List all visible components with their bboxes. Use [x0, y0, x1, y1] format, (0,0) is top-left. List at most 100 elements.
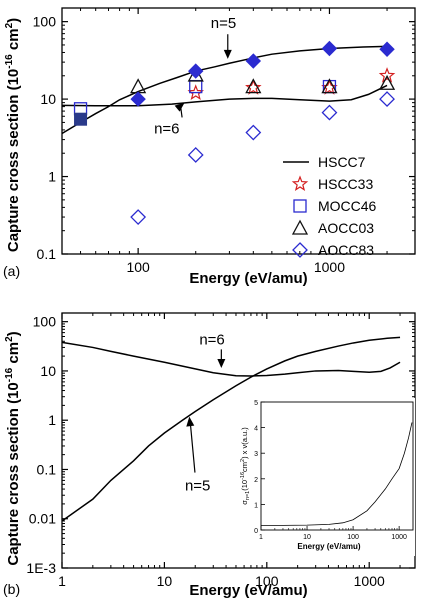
data-point [321, 104, 338, 121]
inset-y-label-mid: (10 [240, 480, 249, 491]
x-axis-label: Energy (eV/amu) [189, 270, 307, 287]
y-axis-label-main: Capture cross section (10 [5, 69, 22, 252]
inset-y-tick-label: 3 [254, 451, 258, 458]
inset-y-tick-label: 0 [254, 528, 258, 535]
x-tick-label: 1000 [354, 573, 385, 589]
inset-x-tick-label: 1000 [391, 534, 407, 541]
inset-x-tick-label: 100 [347, 534, 359, 541]
data-point [130, 78, 147, 94]
data-point [245, 124, 262, 141]
annotation-arrowhead [217, 359, 226, 369]
data-point [245, 53, 262, 69]
plot-frame [61, 7, 416, 255]
y-tick-label: 1 [48, 169, 56, 185]
legend-marker [293, 199, 307, 213]
y-axis-label-square: 2 [4, 22, 15, 28]
annotation-n6: n=6 [154, 120, 179, 137]
inset-x-tick-label: 1 [259, 534, 263, 541]
y-axis-label: Capture cross section (10-16 cm2) [4, 18, 22, 252]
inset-frame [260, 401, 414, 531]
line-n=6 [61, 84, 388, 107]
x-axis-label: Energy (eV/amu) [189, 582, 307, 599]
y-axis-label-close: ) [5, 18, 22, 23]
inset-y-label-subscript: n=1 [245, 491, 251, 500]
data-point [379, 41, 395, 57]
legend-marker [292, 242, 308, 258]
inset-y-label-square: 2 [240, 459, 246, 462]
data-point [187, 84, 204, 100]
legend-label: AOCC83 [318, 242, 374, 258]
annotation-arrowhead [223, 49, 232, 59]
inset-y-label-unit: cm [240, 462, 249, 472]
inset-x-axis-label: Energy (eV/amu) [297, 542, 360, 551]
legend-marker [291, 175, 309, 192]
data-point [188, 63, 204, 79]
inset-line [261, 422, 413, 526]
legend-label: MOCC46 [318, 198, 377, 214]
annotation-arrow [189, 422, 196, 473]
y-tick-label: 100 [33, 314, 57, 330]
inset-y-tick-label: 2 [254, 477, 258, 484]
y-tick-label: 1E-3 [26, 560, 56, 576]
y-tick-label: 0.1 [37, 246, 57, 262]
data-point [245, 78, 262, 94]
legend-label: HSCC33 [318, 176, 373, 192]
data-point [378, 67, 396, 83]
y-axis-label-unit: cm [5, 342, 22, 368]
line-n=5 [61, 45, 388, 135]
data-point [379, 91, 395, 108]
line-n=6 [61, 341, 401, 377]
data-point [378, 74, 396, 90]
y-tick-label: 10 [40, 91, 56, 107]
data-point [245, 79, 262, 95]
legend-label: HSCC7 [318, 154, 366, 170]
panel-label: (a) [3, 263, 20, 279]
y-tick-label: 0.01 [29, 511, 56, 527]
line-n=5 [61, 336, 401, 522]
y-tick-label: 100 [33, 14, 57, 30]
legend-marker [291, 219, 309, 235]
data-point [321, 78, 338, 94]
panel-a: 100 1000 0.1 1 10 100 Energy (eV/amu) Capture c… [3, 7, 416, 287]
data-point [130, 209, 147, 225]
x-tick-label: 1000 [314, 259, 345, 275]
x-tick-label: 100 [126, 259, 150, 275]
annotation-arrowhead [186, 416, 195, 427]
annotation-n5: n=5 [211, 15, 236, 32]
inset-y-label-symbol: σ [240, 500, 249, 505]
y-axis-label-close: ) [5, 331, 22, 336]
annotation-n5: n=5 [185, 478, 210, 495]
inset-y-label-exponent: -16 [240, 472, 246, 480]
inset-y-tick-label: 4 [254, 426, 258, 433]
data-point [74, 112, 88, 126]
y-axis-label-exponent: -16 [4, 54, 15, 69]
annotation-arrowhead [174, 102, 185, 112]
data-point [187, 147, 204, 163]
data-point [130, 91, 146, 107]
y-axis-label-unit: cm [5, 28, 22, 54]
y-axis-label-exponent: -16 [4, 367, 15, 382]
inset-y-label-tail: ) x v(a.u.) [240, 427, 249, 459]
y-tick-label: 0.1 [37, 461, 57, 477]
y-axis-label-square: 2 [4, 336, 15, 342]
panel-label: (b) [3, 581, 20, 597]
y-tick-label: 1 [48, 412, 56, 428]
legend: HSCC7 HSCC33 MOCC46 AOCC03 AOCC83 [283, 154, 377, 258]
y-axis-label-main: Capture cross section (10 [5, 382, 22, 565]
inset-x-tick-label: 10 [303, 534, 311, 541]
legend-label: AOCC03 [318, 220, 374, 236]
y-tick-label: 10 [40, 363, 56, 379]
data-point [321, 40, 338, 57]
y-axis-label: Capture cross section (10-16 cm2) [4, 331, 22, 565]
inset-y-tick-label: 5 [254, 400, 258, 407]
inset-y-tick-label: 1 [254, 502, 258, 509]
x-tick-label: 1 [58, 573, 66, 589]
x-tick-label: 10 [157, 573, 173, 589]
x-tick-label: 100 [255, 573, 279, 589]
data-point [321, 79, 338, 95]
annotation-n6: n=6 [199, 331, 224, 348]
inset-y-axis-label: σn=1(10-16cm2) x v(a.u.) [240, 427, 251, 505]
